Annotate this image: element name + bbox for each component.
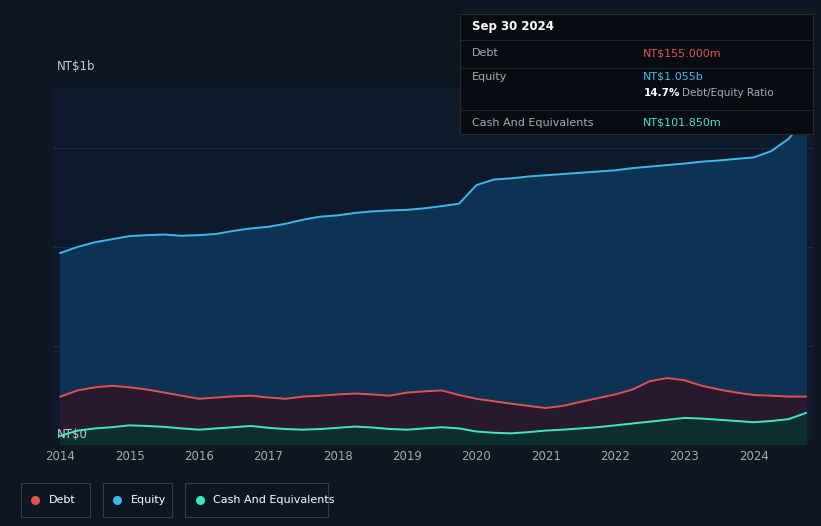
Text: Equity: Equity (131, 494, 166, 505)
Text: NT$101.850m: NT$101.850m (644, 118, 722, 128)
Text: Equity: Equity (472, 72, 507, 82)
Text: Debt: Debt (48, 494, 76, 505)
Text: Debt/Equity Ratio: Debt/Equity Ratio (682, 88, 774, 98)
Text: Cash And Equivalents: Cash And Equivalents (472, 118, 594, 128)
Text: Sep 30 2024: Sep 30 2024 (472, 21, 554, 33)
Text: NT$1b: NT$1b (57, 60, 96, 74)
Text: NT$1.055b: NT$1.055b (644, 72, 704, 82)
Text: Cash And Equivalents: Cash And Equivalents (213, 494, 334, 505)
Text: Debt: Debt (472, 48, 499, 58)
Text: NT$0: NT$0 (57, 428, 88, 441)
Text: NT$155.000m: NT$155.000m (644, 48, 722, 58)
Text: 14.7%: 14.7% (644, 88, 680, 98)
